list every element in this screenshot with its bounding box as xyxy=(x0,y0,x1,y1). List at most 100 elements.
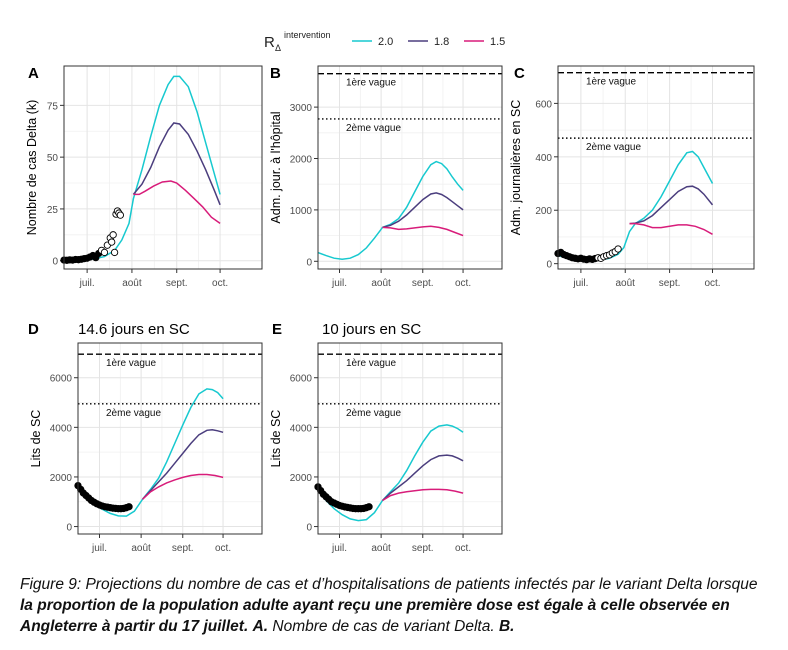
y-tick-label: 2000 xyxy=(50,473,73,484)
x-tick-label: sept. xyxy=(412,543,434,554)
panel-letter: C xyxy=(514,65,525,82)
observed-point xyxy=(109,231,117,239)
panel-title: 10 jours en SC xyxy=(322,321,421,338)
y-tick-label: 0 xyxy=(546,260,552,271)
y-tick-label: 6000 xyxy=(290,374,313,385)
x-tick-label: sept. xyxy=(166,278,188,289)
reference-label: 1ère vague xyxy=(106,358,156,369)
series-line-2.0 xyxy=(63,75,221,262)
series-line-1.5 xyxy=(629,222,713,235)
legend-title-superscript: intervention xyxy=(284,30,331,40)
y-axis-label: Adm. jour. à l'hôpital xyxy=(269,111,283,223)
y-axis-label: Nombre de cas Delta (k) xyxy=(25,100,39,235)
y-tick-label: 25 xyxy=(47,205,59,216)
panel-letter: D xyxy=(28,321,39,338)
y-axis-label: Lits de SC xyxy=(29,410,43,468)
panel-C: 0 200 400 600 juil. août sept. oct. 1ère vague 2è… xyxy=(509,65,755,289)
reference-label: 1ère vague xyxy=(346,78,396,89)
y-tick-label: 4000 xyxy=(50,423,73,434)
x-tick-label: juil. xyxy=(91,543,107,554)
x-tick-label: juil. xyxy=(572,278,588,289)
panel-title: 14.6 jours en SC xyxy=(78,321,190,338)
series-line-1.8 xyxy=(629,185,714,225)
series-line-1.5 xyxy=(141,473,224,500)
chart-panels: 0 25 50 75 juil. août sept. oct. A Nombre de cas … xyxy=(25,65,755,554)
x-tick-label: juil. xyxy=(79,278,95,289)
series-line-1.5 xyxy=(382,225,464,237)
x-tick-label: oct. xyxy=(704,278,720,289)
series-line-2.0 xyxy=(317,160,464,260)
y-tick-label: 0 xyxy=(66,523,72,534)
y-axis-label: Adm. journalières en SC xyxy=(509,100,523,235)
y-tick-label: 0 xyxy=(52,257,58,268)
y-tick-label: 4000 xyxy=(290,423,313,434)
caption-part1: Figure 9: Projections du nombre de cas e… xyxy=(20,576,758,593)
panel-letter: A xyxy=(28,65,39,82)
caption-part3: Nombre de cas de variant Delta. xyxy=(268,618,499,635)
x-tick-label: août xyxy=(122,278,142,289)
y-tick-label: 400 xyxy=(535,153,552,164)
legend-label-2.0: 2.0 xyxy=(378,36,393,48)
y-tick-label: 6000 xyxy=(50,374,73,385)
x-tick-label: oct. xyxy=(455,278,471,289)
series-line-1.8 xyxy=(382,192,464,229)
observed-point xyxy=(110,248,119,257)
observed-point xyxy=(100,248,109,257)
series-line-1.5 xyxy=(382,488,464,502)
x-tick-label: oct. xyxy=(455,543,471,554)
y-tick-label: 600 xyxy=(535,99,552,110)
y-tick-label: 2000 xyxy=(290,473,313,484)
panel-letter: E xyxy=(272,321,282,338)
panel-border xyxy=(63,65,263,270)
legend-title: R xyxy=(264,34,275,51)
panel-border xyxy=(77,342,263,535)
observed-point xyxy=(108,238,116,246)
observed-point xyxy=(365,503,373,511)
figure-caption: Figure 9: Projections du nombre de cas e… xyxy=(20,574,760,637)
y-tick-label: 75 xyxy=(47,101,59,112)
legend-label-1.5: 1.5 xyxy=(490,36,505,48)
reference-label: 2ème vague xyxy=(106,408,161,419)
y-tick-label: 2000 xyxy=(290,155,313,166)
x-tick-label: juil. xyxy=(331,543,347,554)
caption-bold2: A. xyxy=(252,618,269,635)
x-tick-label: juil. xyxy=(331,278,347,289)
legend-title-subscript: Δ xyxy=(275,43,281,53)
legend-label-1.8: 1.8 xyxy=(434,36,449,48)
reference-label: 2ème vague xyxy=(346,123,401,134)
x-tick-label: août xyxy=(131,543,151,554)
y-tick-label: 1000 xyxy=(290,206,313,217)
series-line-1.8 xyxy=(141,429,224,500)
y-axis-label: Lits de SC xyxy=(269,410,283,468)
x-tick-label: août xyxy=(371,278,391,289)
reference-label: 1ère vague xyxy=(586,77,636,88)
y-tick-label: 3000 xyxy=(290,103,313,114)
observed-point xyxy=(614,245,622,253)
x-tick-label: sept. xyxy=(412,278,434,289)
panel-letter: B xyxy=(270,65,281,82)
x-tick-label: oct. xyxy=(212,278,228,289)
series-line-2.0 xyxy=(317,424,464,522)
caption-bold: la proportion de la population adulte ay… xyxy=(20,597,730,635)
reference-label: 2ème vague xyxy=(346,408,401,419)
observed-point xyxy=(116,211,125,219)
observed-point xyxy=(125,503,133,511)
panel-B: 0 1000 2000 3000 juil. août sept. oct. 1ère vagu… xyxy=(269,65,503,289)
x-tick-label: août xyxy=(616,278,636,289)
panel-A: 0 25 50 75 juil. août sept. oct. A Nombre de cas … xyxy=(25,65,263,289)
series-line-1.5 xyxy=(133,180,221,225)
panel-border xyxy=(317,342,503,535)
y-tick-label: 0 xyxy=(306,257,312,268)
x-tick-label: oct. xyxy=(215,543,231,554)
x-tick-label: sept. xyxy=(172,543,194,554)
panel-D: 0 2000 4000 6000 juil. août sept. oct. 1ère vagu… xyxy=(28,321,263,554)
x-tick-label: août xyxy=(371,543,391,554)
x-tick-label: sept. xyxy=(659,278,681,289)
reference-label: 2ème vague xyxy=(586,142,641,153)
panel-border xyxy=(317,65,503,270)
y-tick-label: 200 xyxy=(535,206,552,217)
series-line-1.8 xyxy=(132,122,221,206)
series-line-1.8 xyxy=(381,454,464,502)
